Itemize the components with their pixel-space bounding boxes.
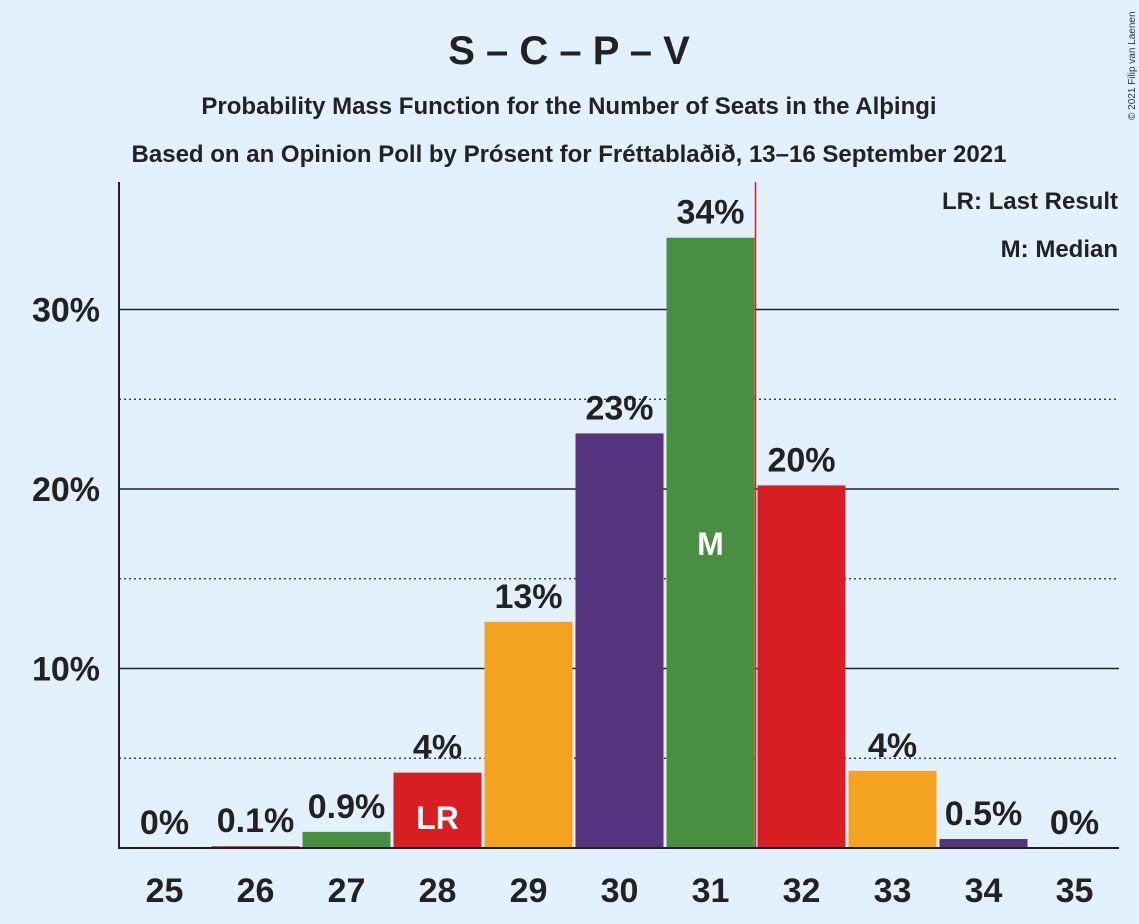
- chart-subtitle: Probability Mass Function for the Number…: [201, 93, 936, 120]
- median-marker: M: [697, 526, 724, 562]
- x-tick-label: 31: [692, 872, 730, 910]
- value-label-26: 0.1%: [217, 802, 295, 840]
- value-label-27: 0.9%: [308, 788, 386, 826]
- x-tick-label: 33: [874, 872, 912, 910]
- chart-title: S – C – P – V: [448, 29, 690, 73]
- value-label-35: 0%: [1050, 804, 1099, 842]
- value-label-29: 13%: [494, 578, 562, 616]
- bar-31: [666, 237, 755, 848]
- legend-median: M: Median: [1001, 236, 1118, 263]
- x-tick-label: 28: [419, 872, 457, 910]
- value-label-28: 4%: [413, 729, 462, 767]
- value-label-32: 20%: [767, 441, 835, 479]
- bar-32: [757, 485, 846, 848]
- x-tick-label: 29: [510, 872, 548, 910]
- y-tick-label: 30%: [32, 292, 100, 330]
- bar-34: [939, 839, 1028, 848]
- x-tick-label: 32: [783, 872, 821, 910]
- x-tick-label: 27: [328, 872, 366, 910]
- value-label-31: 34%: [676, 194, 744, 232]
- bar-27: [302, 831, 391, 848]
- bar-30: [575, 433, 664, 848]
- copyright-text: © 2021 Filip van Laenen: [1127, 11, 1138, 120]
- last-result-marker: LR: [416, 800, 459, 836]
- x-tick-label: 25: [146, 872, 184, 910]
- bars: [211, 182, 1028, 848]
- chart-subtitle-poll: Based on an Opinion Poll by Prósent for …: [132, 141, 1007, 168]
- value-label-34: 0.5%: [945, 795, 1023, 833]
- bar-33: [848, 770, 937, 848]
- y-tick-label: 10%: [32, 651, 100, 689]
- value-label-25: 0%: [140, 804, 189, 842]
- value-label-33: 4%: [868, 727, 917, 765]
- value-labels: 0% 0.1% 0.9% 4% LR 13% 23% 34% M 20% 4% 0.5% 0%: [140, 194, 1099, 842]
- x-tick-label: 30: [601, 872, 639, 910]
- value-label-30: 23%: [585, 389, 653, 427]
- x-tick-label: 26: [237, 872, 275, 910]
- y-tick-labels: 10% 20% 30%: [32, 292, 100, 689]
- x-tick-label: 34: [965, 872, 1003, 910]
- x-tick-labels: 25 26 27 28 29 30 31 32 33 34 35: [146, 872, 1094, 910]
- legend-last-result: LR: Last Result: [942, 188, 1118, 215]
- bar-28: [393, 772, 482, 848]
- y-tick-label: 20%: [32, 471, 100, 509]
- x-tick-label: 35: [1056, 872, 1094, 910]
- bar-29: [484, 621, 573, 848]
